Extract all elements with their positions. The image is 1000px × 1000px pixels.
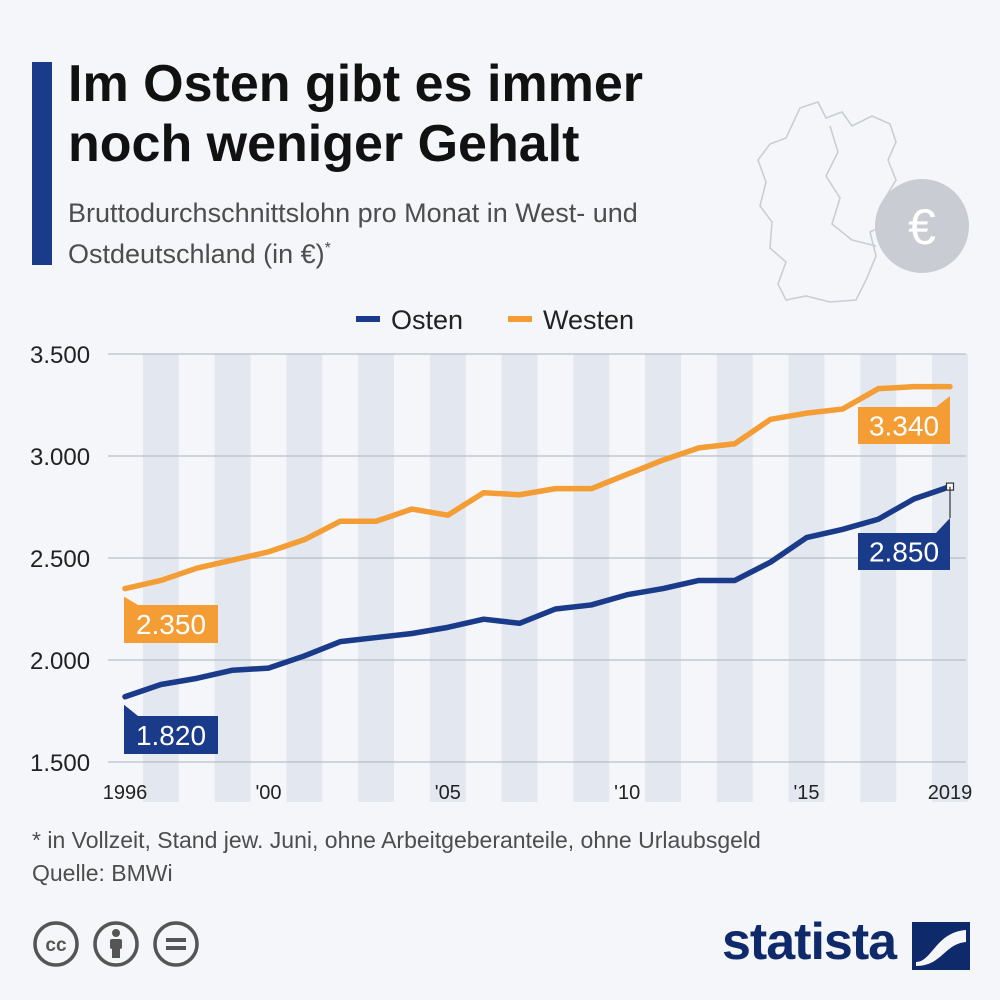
year-stripe <box>358 354 395 802</box>
subtitle-footnote-mark: * <box>324 240 331 257</box>
license-icons: cc <box>32 920 200 968</box>
source-text: Quelle: BMWi <box>32 860 173 886</box>
nd-icon[interactable] <box>152 920 200 968</box>
year-stripe <box>573 354 610 802</box>
series-line-osten <box>122 483 953 700</box>
x-tick-label: '10 <box>614 782 640 804</box>
svg-text:cc: cc <box>45 935 67 956</box>
data-label: 2.850 <box>869 537 939 568</box>
y-tick-label: 3.000 <box>30 444 90 471</box>
callout-box <box>858 396 950 444</box>
footnote: * in Vollzeit, Stand jew. Juni, ohne Arb… <box>32 824 761 890</box>
series-line-westen <box>122 383 953 592</box>
subtitle-text: Bruttodurchschnittslohn pro Monat in Wes… <box>68 198 638 269</box>
x-tick-label: '15 <box>793 782 819 804</box>
statista-logo-text[interactable]: statista <box>722 913 897 971</box>
year-stripe <box>429 354 466 802</box>
callout-box <box>124 596 218 643</box>
y-tick-label: 3.500 <box>30 342 90 369</box>
legend-label: Osten <box>391 305 463 335</box>
y-tick-label: 2.000 <box>30 648 90 675</box>
subtitle: Bruttodurchschnittslohn pro Monat in Wes… <box>68 195 668 272</box>
data-label: 1.820 <box>136 720 206 751</box>
year-stripe <box>286 354 323 802</box>
x-tick-label: 2019 <box>928 782 973 804</box>
statista-logo-icon <box>912 922 970 970</box>
y-tick-label: 2.500 <box>30 546 90 573</box>
year-stripe <box>645 354 681 802</box>
callout-westen-start: 2.350 <box>124 596 218 643</box>
x-tick-label: 1996 <box>103 782 148 804</box>
x-tick-label: '05 <box>435 782 461 804</box>
year-stripe <box>788 354 825 802</box>
page-title: Im Osten gibt es immer noch weniger Geha… <box>68 55 644 173</box>
by-icon[interactable] <box>92 920 140 968</box>
callout-box <box>858 518 950 570</box>
callout-osten-start: 1.820 <box>124 704 218 754</box>
callout-osten-end: 2.850 <box>858 486 951 570</box>
legend-label: Westen <box>543 305 634 335</box>
y-tick-label: 1.500 <box>30 750 90 777</box>
footnote-text: * in Vollzeit, Stand jew. Juni, ohne Arb… <box>32 827 761 853</box>
callout-westen-end: 3.340 <box>858 396 950 444</box>
legend-item-westen: Westen <box>508 305 634 335</box>
legend-item-osten: Osten <box>356 305 463 335</box>
data-label: 3.340 <box>869 411 939 442</box>
year-stripe <box>501 354 538 802</box>
year-stripe <box>214 354 251 802</box>
cc-icon[interactable]: cc <box>32 920 80 968</box>
data-label: 2.350 <box>136 609 206 640</box>
title-accent-bar <box>32 62 52 265</box>
callout-box <box>124 704 218 754</box>
x-tick-label: '00 <box>255 782 281 804</box>
